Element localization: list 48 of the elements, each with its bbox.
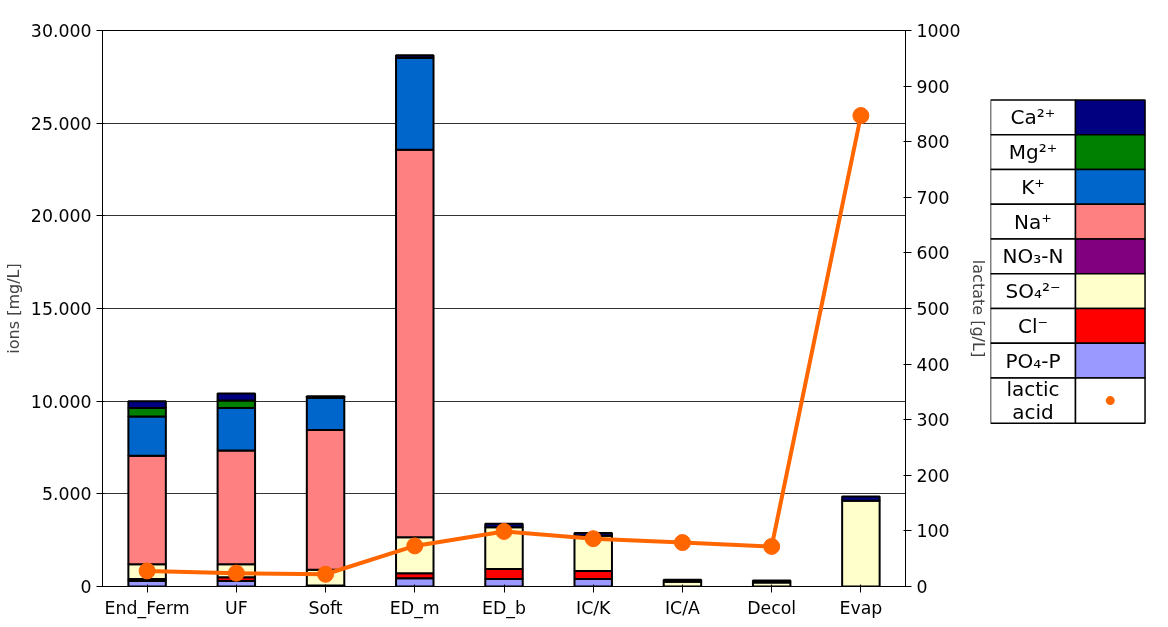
legend-label: Ca²⁺: [1010, 105, 1056, 130]
point: [763, 537, 781, 555]
y-tick-label: 10.000: [30, 391, 92, 412]
y-tick-label: 20.000: [30, 206, 92, 227]
point: [227, 564, 245, 582]
legend-label: K⁺: [1021, 174, 1045, 199]
legend-label: SO₄²⁻: [1005, 279, 1061, 304]
point: [406, 537, 424, 555]
y2-tick-label: 600: [916, 243, 950, 264]
point: [852, 107, 870, 125]
x-tick-label: Soft: [308, 597, 343, 618]
y-tick-label: 0: [80, 577, 92, 597]
x-tick-label: ED_m: [389, 597, 440, 619]
y2-tick-label: 800: [916, 132, 950, 153]
point: [317, 565, 335, 583]
x-tick-label: UF: [225, 597, 248, 618]
legend-label: Cl⁻: [1017, 313, 1049, 338]
point: [673, 534, 691, 552]
point: [138, 562, 156, 580]
x-tick-label: IC/K: [576, 597, 612, 618]
y-tick-label: 25.000: [30, 113, 92, 134]
x-tick-label: End_Ferm: [104, 597, 190, 619]
y-tick-label: 30.000: [30, 21, 92, 41]
y2-tick-label: 1000: [916, 21, 961, 41]
y2-tick-label: 400: [916, 354, 950, 375]
y2-tick-label: 100: [916, 521, 950, 542]
legend-label: Na⁺: [1014, 209, 1052, 234]
x-tick-label: Evap: [839, 597, 883, 618]
legend-label: NO₃-N: [1002, 244, 1064, 269]
y2-tick-label: 200: [916, 465, 950, 486]
legend-label: lactic acid: [1006, 377, 1060, 424]
y2-tick-label: 0: [916, 577, 928, 597]
y-tick-label: 15.000: [30, 299, 92, 319]
y2-tick-label: 700: [916, 187, 950, 208]
y-tick-label: 5.000: [41, 484, 92, 505]
legend-label: Mg²⁺: [1008, 140, 1058, 165]
point: [495, 522, 513, 540]
legend-label: PO₄-P: [1005, 348, 1061, 373]
point: [584, 530, 602, 548]
x-tick-label: IC/A: [664, 597, 701, 618]
y-axis-title: ions [mg/L]: [3, 263, 23, 354]
y2-tick-label: 900: [916, 76, 950, 97]
y2-axis-title: lactate [g/L]: [968, 259, 988, 358]
y2-tick-label: 300: [916, 410, 950, 431]
x-tick-label: Decol: [747, 597, 797, 618]
x-tick-label: ED_b: [482, 597, 526, 619]
bar: [662, 578, 703, 583]
y2-tick-label: 500: [916, 299, 950, 319]
